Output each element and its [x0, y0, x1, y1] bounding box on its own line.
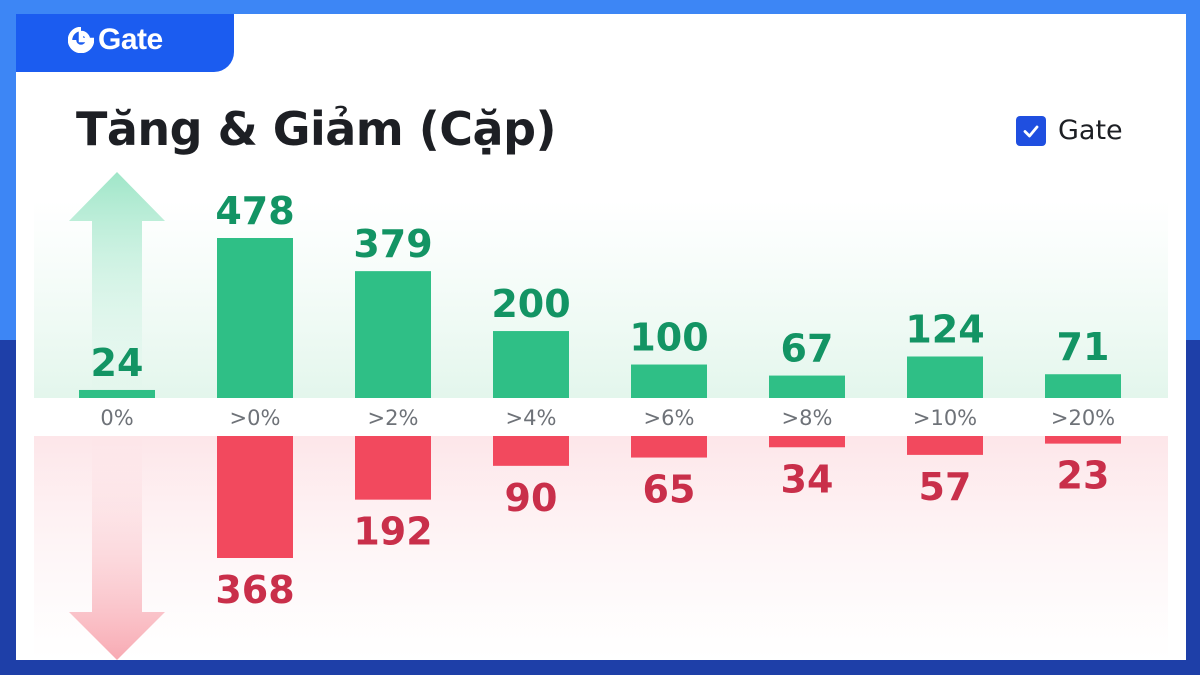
category-tick-label: >0%	[230, 406, 281, 430]
down-bar	[355, 436, 431, 500]
up-bar	[79, 389, 155, 398]
checkmark-icon	[1023, 125, 1039, 137]
gate-logo-text: Gate	[98, 23, 163, 56]
up-zone-background	[34, 200, 1168, 398]
down-value-label: 192	[353, 510, 432, 554]
down-bar	[631, 436, 707, 458]
down-zone-background	[34, 436, 1168, 660]
category-tick-label: >6%	[644, 406, 695, 430]
up-value-label: 24	[91, 341, 144, 385]
legend-label: Gate	[1058, 115, 1123, 146]
up-value-label: 379	[353, 222, 432, 266]
down-value-label: 368	[215, 568, 294, 612]
category-tick-label: >8%	[782, 406, 833, 430]
chart-marks: 24 0% 478 >0% 368 379 >2% 192 200 >4% 90 100 >6% 65 67…	[79, 189, 1121, 612]
down-value-label: 90	[505, 476, 558, 520]
logo-tab: Gate	[16, 14, 234, 72]
category-tick-label: >2%	[368, 406, 419, 430]
up-value-label: 67	[781, 327, 834, 371]
up-arrow-icon	[69, 172, 165, 398]
legend-checkbox[interactable]	[1016, 115, 1046, 146]
up-value-label: 124	[905, 307, 984, 351]
up-bar	[907, 356, 983, 398]
category-tick-label: >4%	[506, 406, 557, 430]
down-value-label: 23	[1057, 454, 1110, 498]
up-bar	[493, 331, 569, 398]
up-bar	[355, 271, 431, 398]
down-arrow-icon	[69, 436, 165, 660]
legend[interactable]: Gate	[1016, 115, 1123, 146]
down-bar	[907, 436, 983, 455]
down-bar	[217, 436, 293, 558]
up-bar	[217, 238, 293, 398]
gate-logo: Gate	[68, 20, 163, 60]
up-value-label: 71	[1057, 325, 1110, 369]
down-bar	[493, 436, 569, 466]
category-tick-label: >20%	[1051, 406, 1115, 430]
down-bar	[1045, 436, 1121, 444]
up-value-label: 100	[629, 316, 708, 360]
down-value-label: 57	[919, 465, 972, 509]
gate-logo-icon	[68, 27, 94, 53]
up-value-label: 200	[491, 282, 570, 326]
chart-title: Tăng & Giảm (Cặp)	[76, 102, 557, 156]
up-bar	[769, 375, 845, 398]
up-bar	[631, 364, 707, 398]
down-value-label: 34	[781, 457, 834, 501]
category-tick-label: 0%	[100, 406, 133, 430]
down-value-label: 65	[643, 468, 696, 512]
category-tick-label: >10%	[913, 406, 977, 430]
up-bar	[1045, 374, 1121, 398]
up-value-label: 478	[215, 189, 294, 233]
down-bar	[769, 436, 845, 448]
